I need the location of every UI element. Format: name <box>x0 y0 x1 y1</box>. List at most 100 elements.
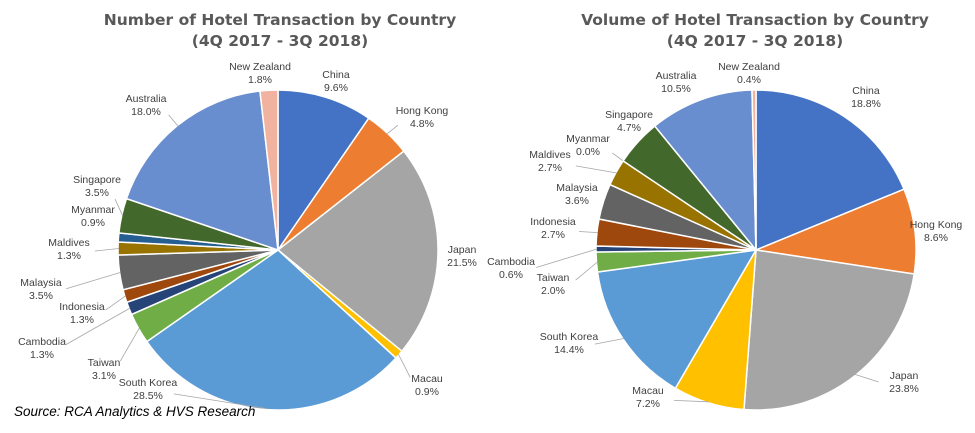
slice-label-value: 2.7% <box>538 162 562 174</box>
pie-slice-hong-kong <box>753 188 917 275</box>
leader-line-australia <box>168 114 179 127</box>
slice-label-name: Australia <box>126 93 167 105</box>
pie-chart-volume: China 18.8% Hong Kong 8.6% Japan 23.8% Macau 7.… <box>487 61 963 411</box>
slice-label-name: Japan <box>448 244 477 256</box>
leader-line-macau <box>397 353 411 378</box>
slice-label-name: Maldives <box>48 237 89 249</box>
slice-label-value: 2.0% <box>541 285 565 297</box>
slice-label-value: 4.7% <box>617 122 641 134</box>
slice-label-value: 1.3% <box>70 314 94 326</box>
leader-line-south-korea <box>594 338 624 345</box>
slice-label-name: Australia <box>656 70 697 82</box>
slice-label-name: Taiwan <box>88 357 121 369</box>
slice-label-new-zealand: New Zealand 0.4% <box>718 61 780 86</box>
chart-title-text: Number of Hotel Transaction by Country <box>103 11 457 29</box>
leader-line-indonesia <box>105 295 126 311</box>
slice-label-value: 18.0% <box>131 106 161 118</box>
slice-label-maldives: Maldives 1.3% <box>48 237 89 262</box>
slice-label-value: 3.5% <box>29 290 53 302</box>
slice-label-name: Myanmar <box>71 204 115 216</box>
slice-label-value: 10.5% <box>661 83 691 95</box>
slice-label-value: 28.5% <box>133 390 163 402</box>
slice-label-cambodia: Cambodia 0.6% <box>487 256 535 281</box>
slice-label-south-korea: South Korea 28.5% <box>119 377 178 402</box>
slice-label-australia: Australia 10.5% <box>656 70 697 95</box>
leader-line-maldives <box>575 165 617 174</box>
slice-label-myanmar: Myanmar 0.9% <box>71 204 115 229</box>
slice-label-value: 3.6% <box>565 195 589 207</box>
slice-label-value: 3.1% <box>92 370 116 382</box>
slice-label-taiwan: Taiwan 3.1% <box>88 357 121 382</box>
slice-label-value: 0.9% <box>81 217 105 229</box>
slice-label-name: Hong Kong <box>910 219 963 231</box>
slice-label-value: 0.6% <box>499 269 523 281</box>
slice-label-macau: Macau 0.9% <box>411 373 443 398</box>
leader-line-taiwan <box>119 327 140 362</box>
slice-label-name: New Zealand <box>718 61 780 73</box>
slice-label-value: 0.0% <box>576 146 600 158</box>
leader-line-cambodia <box>65 307 131 346</box>
slice-label-singapore: Singapore 3.5% <box>73 174 121 199</box>
leader-line-myanmar <box>612 152 625 162</box>
slice-label-indonesia: Indonesia 1.3% <box>59 301 105 326</box>
slice-label-china: China 9.6% <box>322 69 350 94</box>
slice-label-value: 0.9% <box>415 386 439 398</box>
slice-label-name: Japan <box>890 370 919 382</box>
slice-label-name: Malaysia <box>556 182 598 194</box>
slice-label-japan: Japan 23.8% <box>889 370 919 395</box>
pie-slice-new-zealand <box>751 89 757 251</box>
slice-label-value: 1.3% <box>30 349 54 361</box>
leader-line-maldives <box>94 248 120 252</box>
pie-slice-south-korea <box>145 249 398 411</box>
pie-slice-new-zealand <box>259 89 279 251</box>
slice-label-value: 14.4% <box>554 344 584 356</box>
slice-label-value: 9.6% <box>324 82 348 94</box>
slice-label-singapore: Singapore 4.7% <box>605 109 653 134</box>
slice-label-value: 23.8% <box>889 383 919 395</box>
chart-subtitle-text: (4Q 2017 - 3Q 2018) <box>191 32 369 50</box>
slice-label-name: China <box>852 85 880 97</box>
slice-label-australia: Australia 18.0% <box>126 93 167 118</box>
slice-label-name: South Korea <box>540 331 599 343</box>
slice-label-value: 1.3% <box>57 250 81 262</box>
slice-label-japan: Japan 21.5% <box>447 244 477 269</box>
slice-label-south-korea: South Korea 14.4% <box>540 331 599 356</box>
slice-label-indonesia: Indonesia 2.7% <box>530 216 576 241</box>
leader-line-taiwan <box>575 261 598 281</box>
slice-label-myanmar: Myanmar 0.0% <box>566 133 610 158</box>
slice-label-value: 3.5% <box>85 187 109 199</box>
leader-line-indonesia <box>578 231 599 233</box>
slice-label-value: 0.4% <box>737 74 761 86</box>
pie-slice-japan <box>276 150 439 353</box>
slice-label-name: Hong Kong <box>396 105 449 117</box>
slice-label-value: 4.8% <box>410 118 434 130</box>
slice-label-value: 18.8% <box>851 98 881 110</box>
slice-label-name: Macau <box>632 385 664 397</box>
slice-label-value: 2.7% <box>541 229 565 241</box>
leader-line-japan <box>854 374 879 383</box>
slice-label-china: China 18.8% <box>851 85 881 110</box>
slice-label-name: Macau <box>411 373 443 385</box>
chart-title-text: Volume of Hotel Transaction by Country <box>581 11 929 29</box>
source-note: Source: RCA Analytics & HVS Research <box>14 404 256 419</box>
slice-label-value: 21.5% <box>447 257 477 269</box>
slice-label-name: Myanmar <box>566 133 610 145</box>
slice-label-name: Indonesia <box>59 301 105 313</box>
slice-label-malaysia: Malaysia 3.6% <box>556 182 598 207</box>
pie-slice-south-korea <box>596 249 758 390</box>
slice-label-value: 8.6% <box>924 232 948 244</box>
slice-label-macau: Macau 7.2% <box>632 385 664 410</box>
leader-line-hong-kong <box>386 124 399 135</box>
slice-label-new-zealand: New Zealand 1.8% <box>229 61 291 86</box>
slice-label-name: China <box>322 69 350 81</box>
slice-label-maldives: Maldives 2.7% <box>529 149 570 174</box>
slice-label-value: 7.2% <box>636 398 660 410</box>
slice-label-name: Maldives <box>529 149 570 161</box>
slice-label-name: South Korea <box>119 377 178 389</box>
slice-label-name: Cambodia <box>18 336 66 348</box>
leader-line-singapore <box>114 198 124 216</box>
slice-label-name: Cambodia <box>487 256 535 268</box>
leader-line-south-korea <box>173 393 268 410</box>
slice-label-name: Indonesia <box>530 216 576 228</box>
